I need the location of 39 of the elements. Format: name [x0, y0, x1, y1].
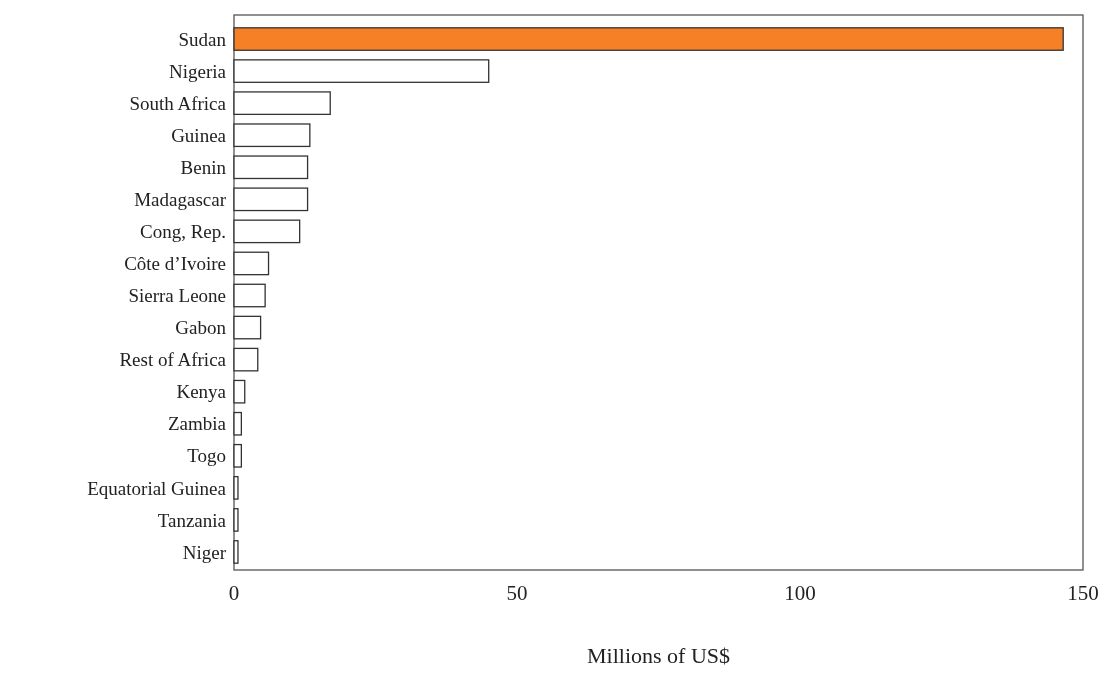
bar: [233, 27, 1064, 51]
bar: [233, 155, 309, 180]
bar: [233, 347, 259, 372]
y-tick-label: Benin: [180, 156, 227, 178]
bar: [233, 315, 262, 340]
y-tick-label: Sudan: [178, 28, 227, 50]
y-tick-label: Equatorial Guinea: [87, 477, 227, 499]
x-tick-label: 100: [784, 581, 816, 605]
bar: [233, 411, 243, 436]
y-tick-label: Rest of Africa: [119, 349, 227, 371]
bar: [233, 379, 246, 404]
bar: [233, 475, 239, 500]
x-tick-label: 150: [1067, 581, 1099, 605]
bar: [233, 123, 311, 148]
y-tick-label: Niger: [182, 541, 227, 563]
bar: [233, 283, 266, 308]
y-tick-label: Gabon: [175, 317, 227, 339]
y-tick-label: Sierra Leone: [128, 285, 226, 307]
y-tick-label: Kenya: [176, 381, 227, 403]
y-tick-label: Togo: [187, 445, 226, 467]
bar: [233, 219, 301, 244]
bar: [233, 443, 243, 468]
y-tick-label: Guinea: [171, 124, 227, 146]
x-axis-title: Millions of US$: [586, 643, 731, 668]
bar: [233, 540, 239, 564]
x-tick-label: 50: [506, 581, 528, 605]
y-tick-label: Côte d’Ivoire: [124, 253, 226, 275]
bar: [233, 59, 490, 83]
bar: [233, 91, 331, 116]
y-tick-label: Zambia: [167, 413, 227, 435]
x-tick-label: 0: [228, 581, 240, 605]
y-tick-label: South Africa: [129, 92, 227, 114]
y-tick-label: Madagascar: [134, 188, 227, 210]
y-tick-label: Nigeria: [169, 60, 227, 82]
bar: [233, 251, 270, 276]
y-tick-label: Cong, Rep.: [139, 221, 226, 243]
y-tick-label: Tanzania: [157, 509, 227, 531]
bar: [233, 508, 239, 532]
bar: [233, 187, 309, 212]
